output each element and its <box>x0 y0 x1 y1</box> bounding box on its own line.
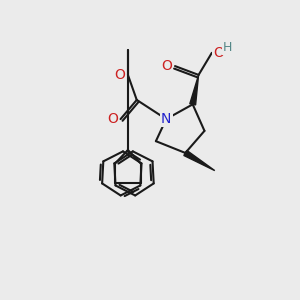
Text: N: N <box>160 112 171 126</box>
Polygon shape <box>184 150 215 171</box>
Text: N: N <box>161 112 171 126</box>
Text: O: O <box>162 59 172 73</box>
Text: O: O <box>107 112 118 126</box>
Text: H: H <box>223 41 232 54</box>
Text: O: O <box>213 46 224 60</box>
Polygon shape <box>190 75 199 105</box>
Text: O: O <box>115 68 125 82</box>
